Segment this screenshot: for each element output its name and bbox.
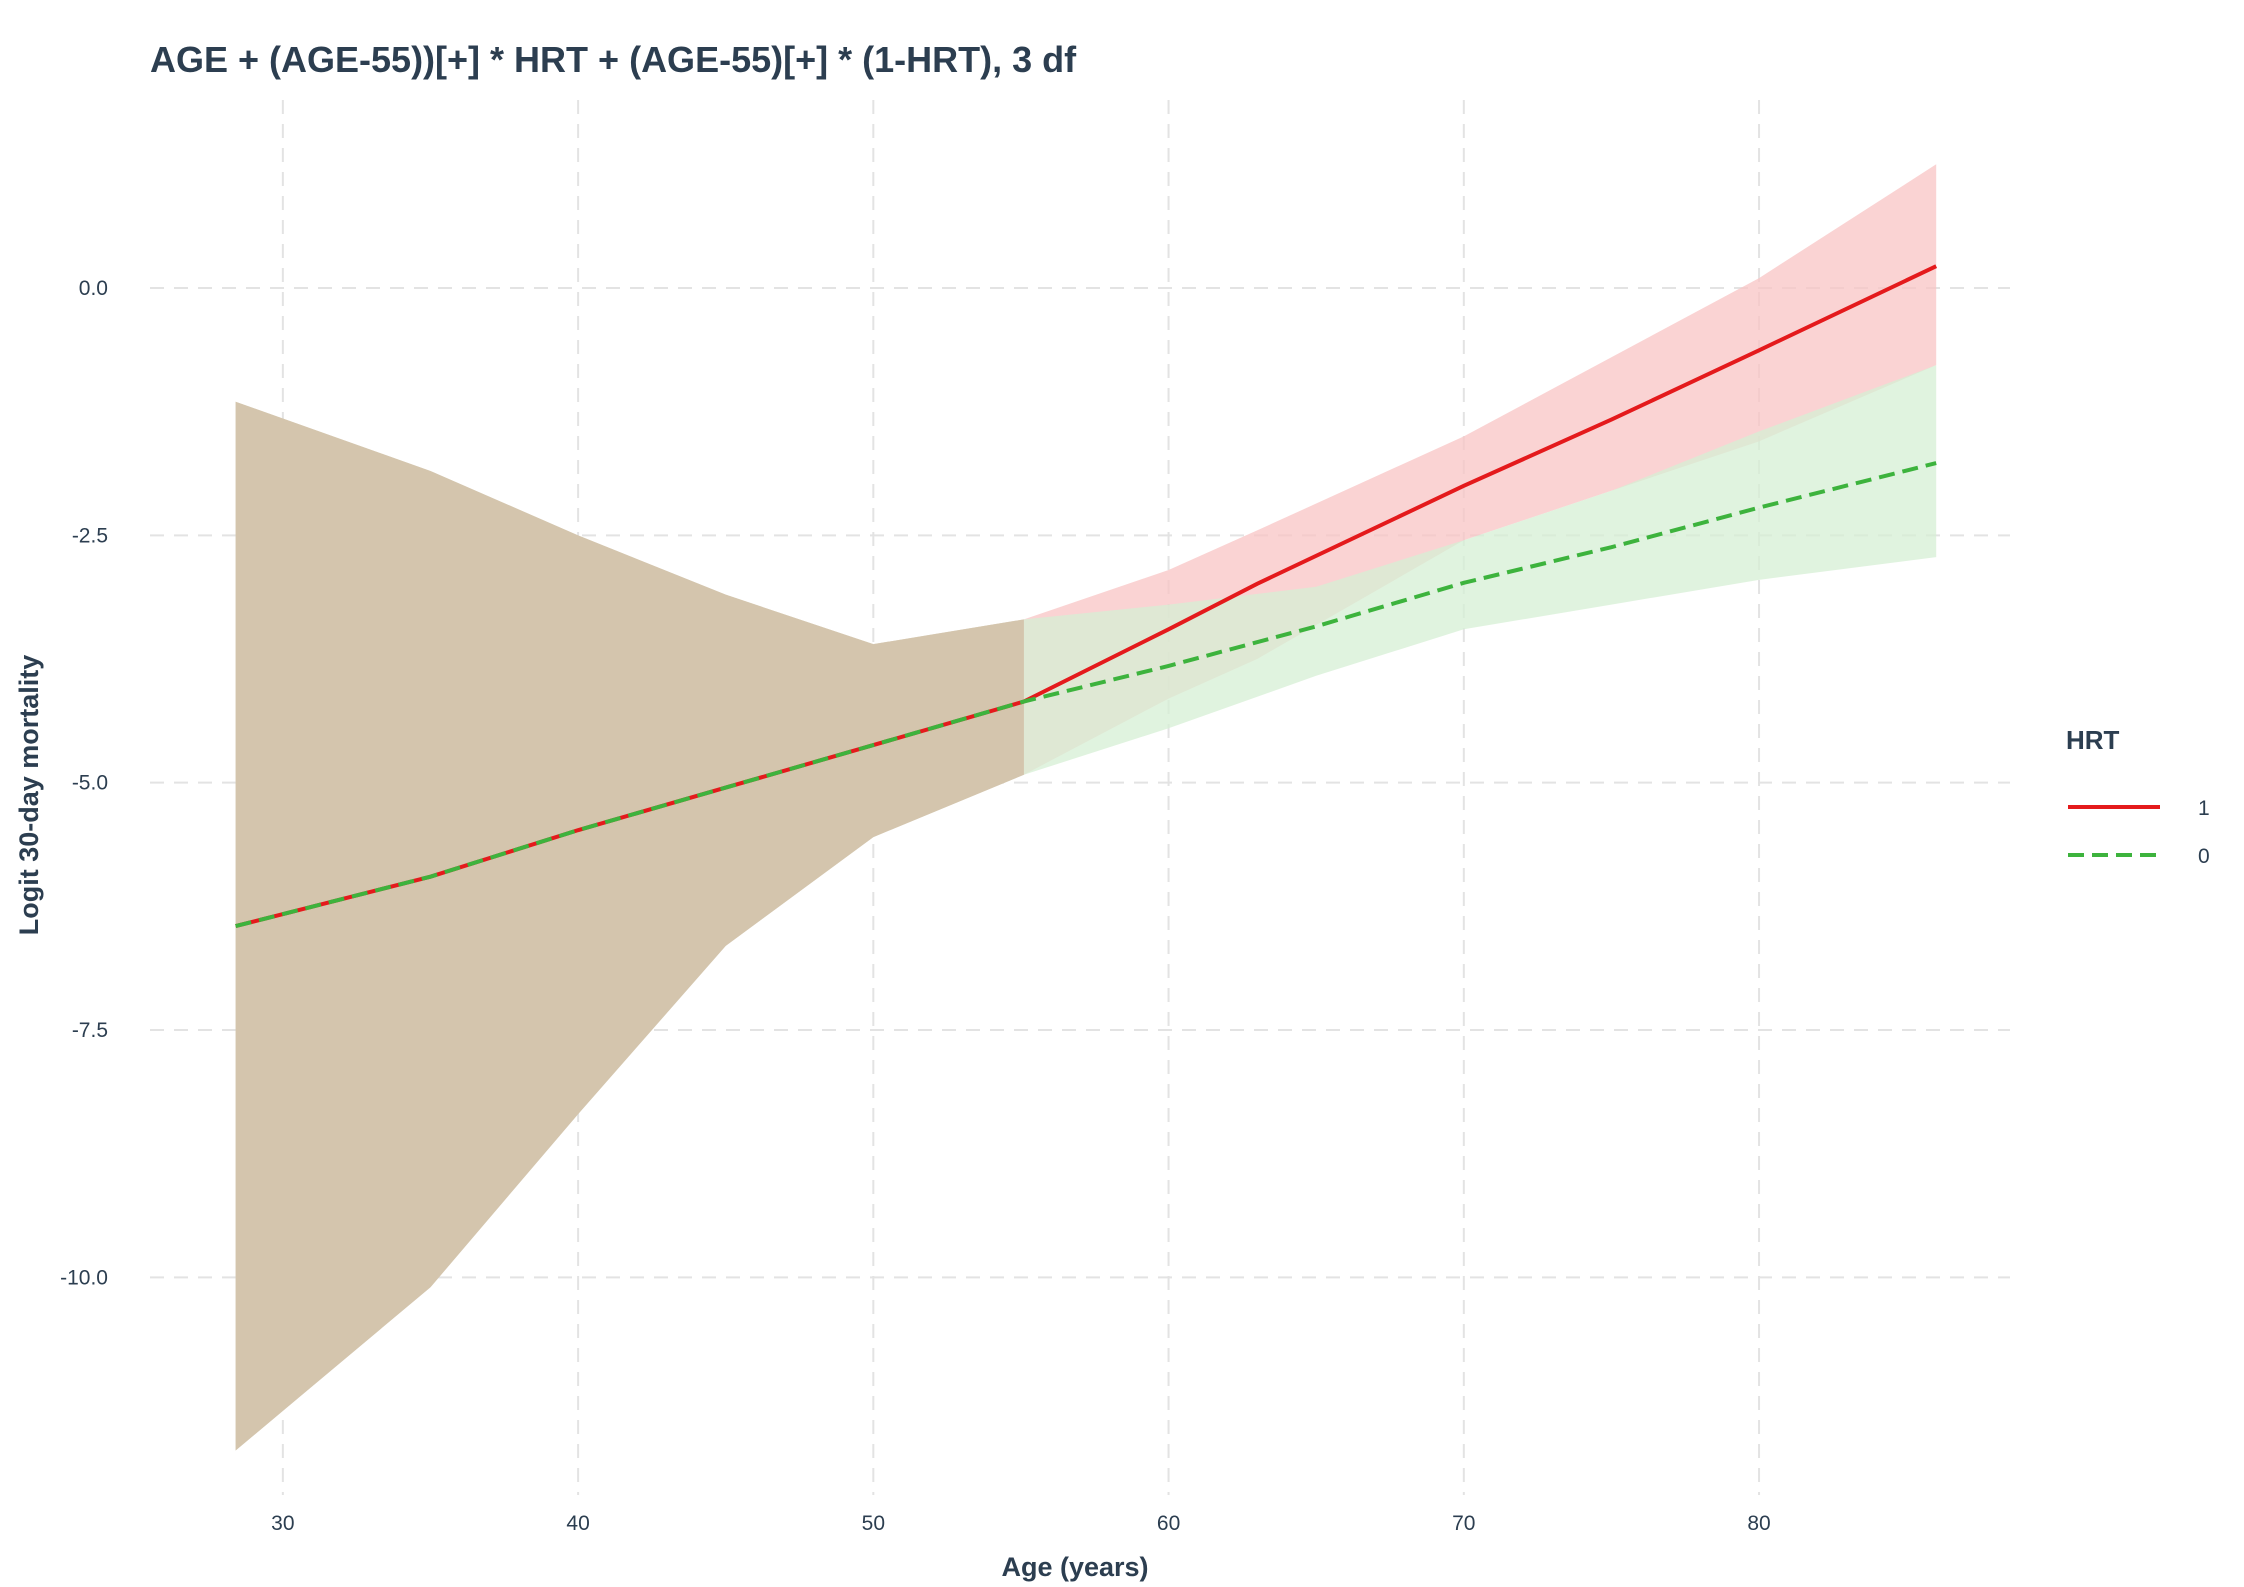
x-tick-label: 40 [566,1512,589,1535]
line-hrt-1 [235,264,1938,929]
ribbon-hrt-1 [235,164,1937,1451]
y-tick-label: -5.0 [72,772,108,795]
x-tick-label: 50 [862,1512,885,1535]
y-tick-label: -7.5 [72,1019,108,1042]
axis-ticks: 30 40 50 60 70 80 0.0 -2.5 -5.0 -7.5 -10.0 [60,277,1771,1535]
x-axis-title: Age (years) [1001,1552,1148,1582]
ribbon-overlap [235,401,1024,1451]
x-tick-label: 80 [1747,1512,1770,1535]
chart-title: AGE + (AGE-55))[+] * HRT + (AGE-55)[+] *… [150,39,1077,80]
legend-items: 10 [2068,797,2210,868]
x-tick-label: 30 [271,1512,294,1535]
legend-label-0: 0 [2198,845,2210,868]
x-tick-label: 70 [1452,1512,1475,1535]
legend-title: HRT [2066,725,2120,755]
confidence-ribbons [235,164,1937,1451]
series-lines [235,264,1938,929]
y-tick-label: -10.0 [60,1266,108,1289]
y-tick-label: -2.5 [72,524,108,547]
line-hrt-0 [235,461,1937,929]
y-tick-label: 0.0 [79,277,108,300]
y-axis-title: Logit 30-day mortality [14,655,44,936]
legend: HRT 10 [2066,725,2210,868]
x-tick-label: 60 [1157,1512,1180,1535]
legend-label-1: 1 [2198,797,2210,820]
